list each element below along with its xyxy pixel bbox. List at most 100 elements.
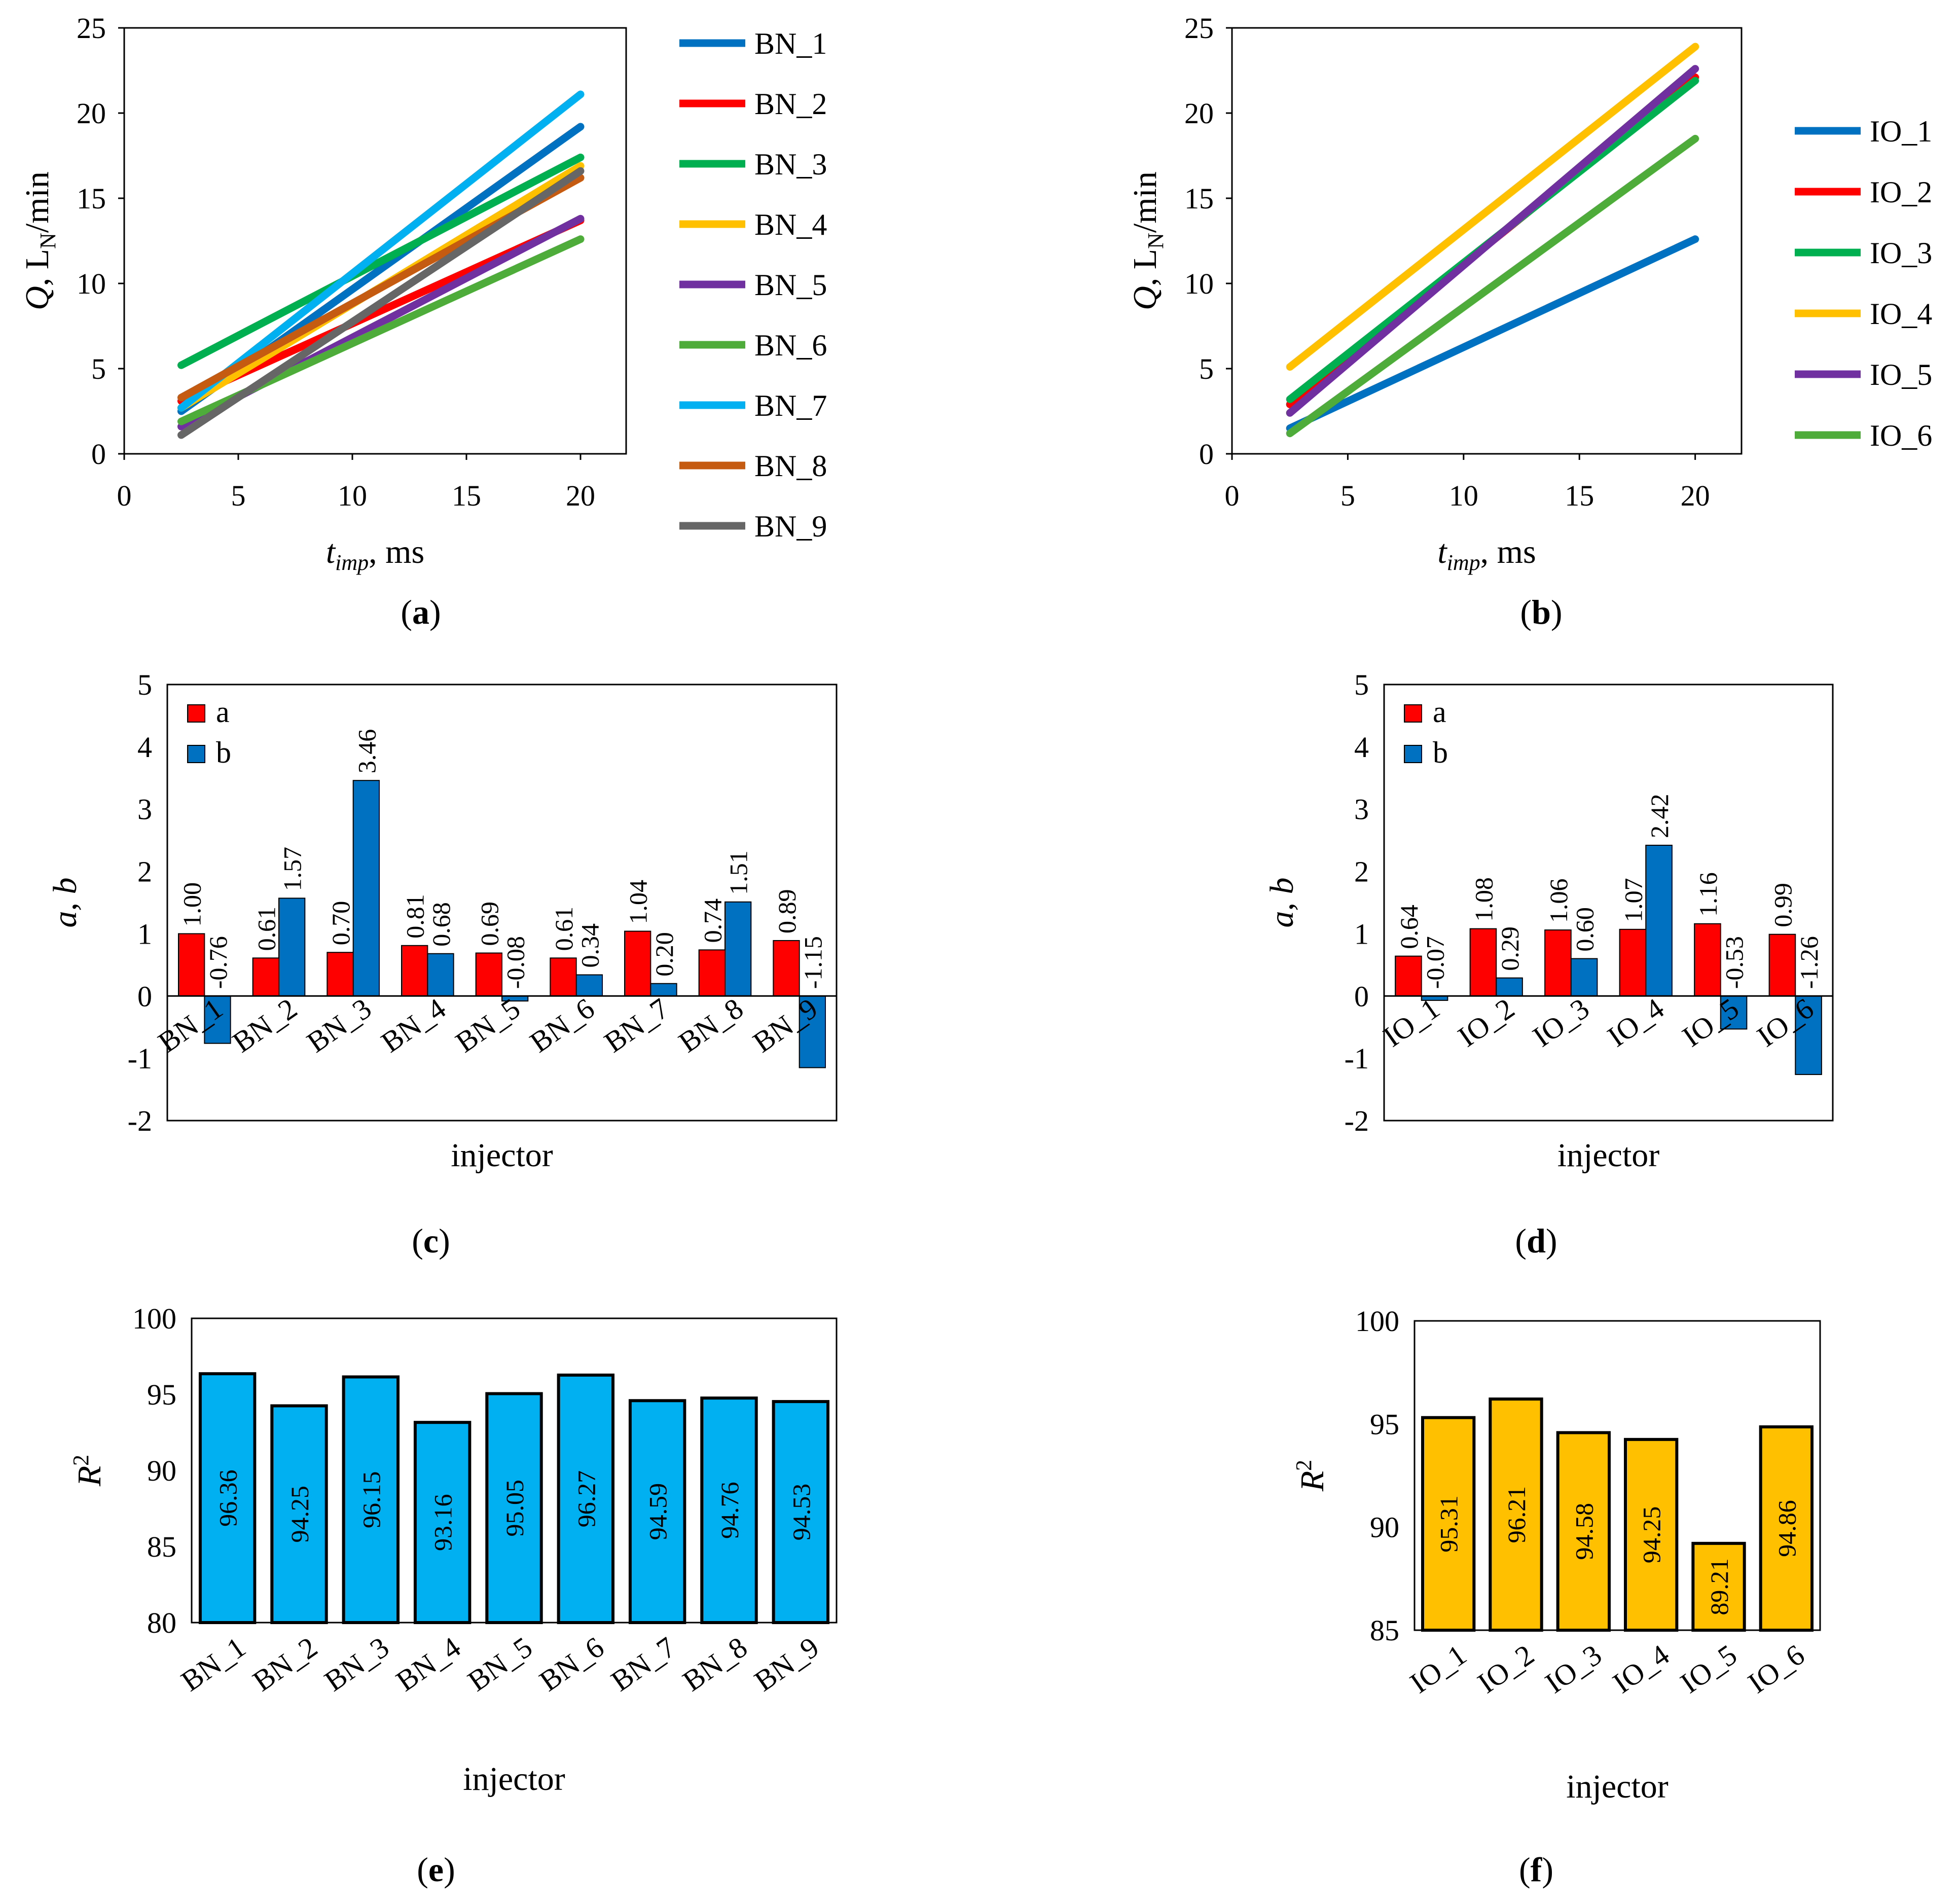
y-axis-title-var: R xyxy=(71,1466,108,1487)
bar-R2-IO_6 xyxy=(1759,1425,1814,1632)
y-tick-label: 0 xyxy=(91,438,106,471)
panel-label-close: ) xyxy=(1542,1850,1553,1889)
bar-R2-IO_5 xyxy=(1691,1541,1746,1632)
legend-label-BN_3: BN_3 xyxy=(754,148,827,181)
y-axis-title: a, b xyxy=(1263,878,1300,928)
data-label-BN_4: 93.16 xyxy=(429,1494,457,1551)
y-axis-title-var: R xyxy=(1294,1471,1331,1492)
y-tick-label: -1 xyxy=(1345,1042,1369,1075)
x-tick-label: BN_8 xyxy=(677,1630,753,1698)
data-label-a-IO_3: 1.06 xyxy=(1544,879,1573,923)
data-label-a-BN_8: 0.74 xyxy=(698,899,727,943)
panel-label-open: ( xyxy=(417,1850,428,1889)
data-label-b-BN_3: 3.46 xyxy=(352,729,381,774)
bar-a-IO_4 xyxy=(1619,928,1647,997)
y-axis-title-var: Q xyxy=(19,286,56,310)
bar-R2-IO_4 xyxy=(1624,1438,1679,1632)
legend-label-IO_5: IO_5 xyxy=(1870,358,1932,391)
y-axis-title: R2 xyxy=(68,1455,108,1487)
panel-label-close: ) xyxy=(444,1850,455,1889)
y-tick-label: 15 xyxy=(77,182,106,215)
legend-label-BN_4: BN_4 xyxy=(754,208,827,241)
panel-label-open: ( xyxy=(1515,1222,1527,1260)
series-line-IO_5 xyxy=(1286,65,1699,417)
panel-label-close: ) xyxy=(1546,1222,1557,1260)
y-tick-label: 25 xyxy=(1184,12,1214,45)
x-tick-label: BN_1 xyxy=(175,1630,251,1698)
series-line-IO_6 xyxy=(1286,134,1699,438)
y-tick-label: 5 xyxy=(137,668,152,701)
x-axis-title: injector xyxy=(1557,1137,1660,1174)
x-tick-label: BN_9 xyxy=(748,1630,825,1698)
panel-label-letter: c xyxy=(423,1222,439,1260)
y-axis-title-var: Q xyxy=(1127,286,1164,310)
legend-label-IO_3: IO_3 xyxy=(1870,236,1932,270)
legend-swatch-b xyxy=(187,745,205,763)
bar-R2-IO_1 xyxy=(1421,1416,1476,1632)
x-tick-label: IO_1 xyxy=(1404,1638,1472,1700)
data-label-a-IO_6: 0.99 xyxy=(1768,883,1797,927)
data-label-a-BN_5: 0.69 xyxy=(475,902,503,946)
y-tick-label: 85 xyxy=(147,1530,176,1563)
data-label-BN_8: 94.76 xyxy=(715,1482,744,1539)
bar-b-IO_4 xyxy=(1645,844,1673,997)
legend-label-IO_1: IO_1 xyxy=(1870,115,1932,148)
x-tick-label: BN_2 xyxy=(247,1630,323,1698)
bar-R2-BN_5 xyxy=(485,1392,543,1624)
bar-a-IO_6 xyxy=(1768,933,1796,997)
data-label-a-BN_2: 0.61 xyxy=(252,907,280,951)
y-tick-label: 80 xyxy=(147,1606,176,1639)
y-tick-label: 1 xyxy=(1354,917,1369,950)
x-tick-label: 10 xyxy=(1449,479,1478,512)
y-tick-label: 3 xyxy=(137,793,152,826)
bar-b-IO_2 xyxy=(1496,977,1523,997)
x-axis-title: timp, ms xyxy=(1437,533,1536,575)
data-label-IO_4: 94.25 xyxy=(1638,1506,1666,1564)
x-axis-title: timp, ms xyxy=(326,533,424,575)
data-label-a-BN_3: 0.70 xyxy=(327,901,355,946)
data-label-IO_2: 96.21 xyxy=(1502,1486,1531,1543)
x-tick-label: BN_3 xyxy=(318,1630,395,1698)
data-label-a-BN_1: 1.00 xyxy=(178,882,206,927)
bar-R2-BN_1 xyxy=(198,1372,257,1624)
bar-R2-BN_3 xyxy=(342,1375,400,1624)
legend-label-BN_5: BN_5 xyxy=(754,268,827,302)
legend-label-BN_7: BN_7 xyxy=(754,389,827,422)
y-tick-label: 0 xyxy=(137,980,152,1013)
panel-label: (f) xyxy=(1519,1850,1553,1889)
x-axis-title: injector xyxy=(451,1137,553,1174)
series-line-IO_4 xyxy=(1286,43,1699,371)
panel-label-open: ( xyxy=(412,1222,423,1260)
panel-label-open: ( xyxy=(401,593,412,631)
y-axis-title-mid: , L xyxy=(1127,249,1164,286)
y-tick-label: -1 xyxy=(128,1042,152,1075)
panel-label: (d) xyxy=(1515,1222,1557,1260)
legend-label-BN_6: BN_6 xyxy=(754,329,827,362)
panel-label: (c) xyxy=(412,1222,450,1260)
y-tick-label: 3 xyxy=(1354,793,1369,826)
y-axis-title-sup: 2 xyxy=(68,1455,93,1466)
x-axis-title-var: t xyxy=(326,533,336,570)
bar-R2-IO_2 xyxy=(1489,1397,1543,1632)
y-tick-label: 5 xyxy=(1354,668,1369,701)
series-line-IO_1 xyxy=(1286,235,1699,433)
data-label-BN_3: 96.15 xyxy=(357,1471,385,1529)
bar-b-BN_2 xyxy=(278,897,306,997)
bar-R2-BN_6 xyxy=(557,1373,615,1624)
panel-label-letter: e xyxy=(428,1850,444,1889)
x-tick-label: 5 xyxy=(231,479,246,512)
data-label-b-BN_5: -0.08 xyxy=(501,936,530,989)
bar-a-BN_5 xyxy=(475,952,503,997)
data-label-a-IO_5: 1.16 xyxy=(1694,872,1722,917)
x-tick-label: IO_3 xyxy=(1539,1638,1608,1700)
x-axis-title-unit: , ms xyxy=(1480,533,1536,570)
legend-swatch-a xyxy=(187,704,205,723)
x-tick-label: IO_6 xyxy=(1742,1638,1810,1700)
data-label-IO_5: 89.21 xyxy=(1705,1558,1733,1615)
y-tick-label: 20 xyxy=(1184,97,1214,130)
data-label-b-IO_6: -1.26 xyxy=(1795,936,1823,989)
panel-label-open: ( xyxy=(1520,593,1532,631)
bar-b-BN_4 xyxy=(427,953,454,997)
panel-label-letter: d xyxy=(1527,1222,1546,1260)
